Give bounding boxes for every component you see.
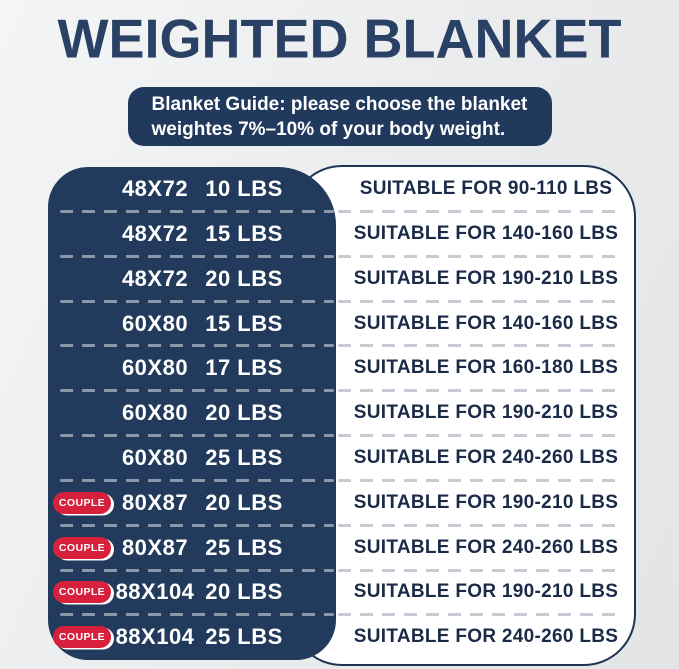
blanket-size: 80X87 xyxy=(121,534,189,560)
blanket-weight: 10 LBS xyxy=(205,176,283,202)
suitable-cell: SUITABLE FOR 140-160 LBS xyxy=(336,301,636,348)
couple-badge-slot xyxy=(54,184,110,194)
couple-badge-slot: COUPLE xyxy=(52,626,112,649)
banner-line-1: Blanket Guide: please choose the blanket xyxy=(151,93,528,115)
suitable-cell: SUITABLE FOR 190-210 LBS xyxy=(336,391,636,437)
suitable-for-text: SUITABLE FOR 190-210 LBS xyxy=(353,267,619,289)
suitability-panel-background xyxy=(290,164,636,666)
size-cell: 60X80 15 LBS xyxy=(48,301,336,348)
blanket-size: 60X80 xyxy=(121,355,189,381)
size-cell: COUPLE 88X104 25 LBS xyxy=(48,615,336,660)
table-row: 48X72 20 LBS SUITABLE FOR 190-210 LBS xyxy=(48,256,636,303)
suitable-cell: SUITABLE FOR 140-160 LBS xyxy=(336,212,636,258)
blanket-size: 80X87 xyxy=(121,489,189,515)
suitable-cell: SUITABLE FOR 190-210 LBS xyxy=(336,570,636,617)
suitable-for-text: SUITABLE FOR 160-180 LBS xyxy=(353,357,619,379)
blanket-weight: 25 LBS xyxy=(205,445,283,470)
couple-badge-slot xyxy=(54,453,110,463)
table-row: 60X80 17 LBS SUITABLE FOR 160-180 LBS xyxy=(48,346,636,393)
suitable-cell: SUITABLE FOR 240-260 LBS xyxy=(336,436,636,482)
blanket-weight: 20 LBS xyxy=(205,400,283,426)
table-row: COUPLE 80X87 20 LBS SUITABLE FOR 190-210… xyxy=(48,480,636,527)
couple-badge-slot xyxy=(54,229,110,239)
banner-line-2: weightes 7%–10% of your body weight. xyxy=(151,118,506,140)
suitable-for-text: SUITABLE FOR 190-210 LBS xyxy=(353,581,619,603)
blanket-weight: 17 LBS xyxy=(205,355,283,381)
table-row: 48X72 15 LBS SUITABLE FOR 140-160 LBS xyxy=(48,212,636,258)
size-cell: 60X80 17 LBS xyxy=(48,346,336,393)
suitable-for-text: SUITABLE FOR 90-110 LBS xyxy=(359,178,613,200)
couple-badge-slot: COUPLE xyxy=(52,536,112,559)
blanket-size: 60X80 xyxy=(121,400,189,426)
size-panel-background xyxy=(48,166,336,660)
table-row: COUPLE 88X104 25 LBS SUITABLE FOR 240-26… xyxy=(48,615,636,660)
couple-badge-slot xyxy=(54,363,110,373)
blanket-weight: 15 LBS xyxy=(205,220,283,246)
suitable-cell: SUITABLE FOR 240-260 LBS xyxy=(336,615,636,660)
size-cell: 60X80 25 LBS xyxy=(48,436,336,482)
blanket-weight: 20 LBS xyxy=(205,579,283,605)
size-cell: COUPLE 88X104 20 LBS xyxy=(48,570,336,617)
table-row: 48X72 10 LBS SUITABLE FOR 90-110 LBS xyxy=(48,167,636,213)
suitable-cell: SUITABLE FOR 190-210 LBS xyxy=(336,256,636,303)
suitable-cell: SUITABLE FOR 190-210 LBS xyxy=(336,480,636,527)
couple-badge: COUPLE xyxy=(52,491,112,514)
blanket-weight: 20 LBS xyxy=(205,489,283,515)
suitable-for-text: SUITABLE FOR 190-210 LBS xyxy=(353,402,619,424)
blanket-size: 48X72 xyxy=(121,265,189,291)
table-row: COUPLE 80X87 25 LBS SUITABLE FOR 240-260… xyxy=(48,525,636,572)
couple-badge-slot xyxy=(54,408,110,418)
size-cell: COUPLE 80X87 20 LBS xyxy=(48,480,336,527)
size-cell: 48X72 15 LBS xyxy=(48,212,336,258)
blanket-size: 60X80 xyxy=(121,445,189,470)
couple-badge: COUPLE xyxy=(52,581,112,604)
couple-badge: COUPLE xyxy=(52,626,112,649)
guide-banner: Blanket Guide: please choose the blanket… xyxy=(127,86,552,146)
couple-badge-slot xyxy=(54,274,110,284)
blanket-size: 88X104 xyxy=(115,624,195,650)
couple-badge-slot xyxy=(54,319,110,329)
blanket-size: 60X80 xyxy=(121,310,189,336)
suitable-for-text: SUITABLE FOR 140-160 LBS xyxy=(353,222,619,244)
blanket-weight: 15 LBS xyxy=(205,310,283,336)
blanket-size: 88X104 xyxy=(115,579,195,605)
suitable-cell: SUITABLE FOR 90-110 LBS xyxy=(336,167,636,213)
suitable-for-text: SUITABLE FOR 240-260 LBS xyxy=(353,447,619,468)
table-row: COUPLE 88X104 20 LBS SUITABLE FOR 190-21… xyxy=(48,570,636,617)
table-row: 60X80 15 LBS SUITABLE FOR 140-160 LBS xyxy=(48,301,636,348)
page-title: WEIGHTED BLANKET xyxy=(57,8,622,70)
couple-badge-slot: COUPLE xyxy=(52,491,112,514)
blanket-weight: 20 LBS xyxy=(205,265,283,291)
size-cell: 48X72 10 LBS xyxy=(48,167,336,213)
couple-badge-slot: COUPLE xyxy=(52,581,112,604)
couple-badge: COUPLE xyxy=(52,536,112,559)
size-guide-card: 48X72 10 LBS SUITABLE FOR 90-110 LBS 48X… xyxy=(40,164,640,666)
blanket-size: 48X72 xyxy=(121,220,189,246)
table-row: 60X80 20 LBS SUITABLE FOR 190-210 LBS xyxy=(48,391,636,437)
blanket-size: 48X72 xyxy=(121,176,189,202)
blanket-weight: 25 LBS xyxy=(205,534,283,560)
suitable-cell: SUITABLE FOR 240-260 LBS xyxy=(336,525,636,572)
size-cell: COUPLE 80X87 25 LBS xyxy=(48,525,336,572)
suitable-for-text: SUITABLE FOR 240-260 LBS xyxy=(353,626,619,648)
table-row: 60X80 25 LBS SUITABLE FOR 240-260 LBS xyxy=(48,436,636,482)
size-cell: 48X72 20 LBS xyxy=(48,256,336,303)
size-cell: 60X80 20 LBS xyxy=(48,391,336,437)
suitable-for-text: SUITABLE FOR 190-210 LBS xyxy=(353,491,619,513)
size-guide-table: 48X72 10 LBS SUITABLE FOR 90-110 LBS 48X… xyxy=(48,167,636,660)
suitable-for-text: SUITABLE FOR 240-260 LBS xyxy=(353,536,619,558)
blanket-weight: 25 LBS xyxy=(205,624,283,650)
suitable-cell: SUITABLE FOR 160-180 LBS xyxy=(336,346,636,393)
suitable-for-text: SUITABLE FOR 140-160 LBS xyxy=(353,312,619,334)
